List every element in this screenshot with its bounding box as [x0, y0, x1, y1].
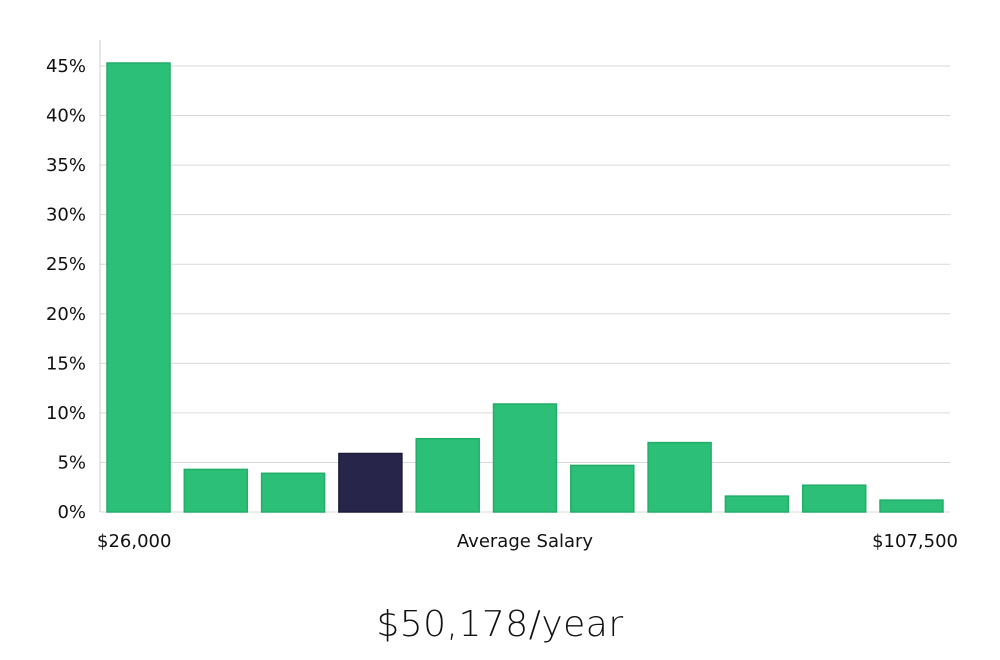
- bar-highlighted: [338, 452, 403, 513]
- bar: [183, 468, 249, 513]
- y-tick-label: 20%: [46, 304, 86, 325]
- bar: [879, 499, 944, 513]
- bar: [106, 62, 171, 513]
- x-center-label: Average Salary: [457, 531, 594, 552]
- average-salary-value: $50,178/year: [376, 604, 624, 645]
- y-tick-label: 15%: [46, 353, 86, 374]
- x-min-label: $26,000: [97, 531, 171, 552]
- bars: [106, 62, 944, 513]
- y-tick-label: 0%: [57, 502, 86, 523]
- bar: [260, 472, 326, 513]
- bar: [724, 495, 790, 513]
- y-tick-label: 30%: [46, 205, 86, 226]
- y-tick-label: 10%: [46, 403, 86, 424]
- y-tick-label: 25%: [46, 254, 86, 275]
- gridlines: [100, 65, 950, 513]
- bar: [415, 437, 480, 513]
- bar: [801, 484, 867, 513]
- bar: [492, 403, 558, 513]
- x-max-label: $107,500: [872, 531, 958, 552]
- salary-histogram: 0% 5% 10% 15% 20% 25% 30% 35% 40% 45% $26,000 Ave…: [46, 40, 958, 552]
- bar: [570, 464, 635, 513]
- y-tick-label: 5%: [57, 452, 86, 473]
- y-axis-ticks: 0% 5% 10% 15% 20% 25% 30% 35% 40% 45%: [46, 56, 86, 523]
- y-tick-label: 35%: [46, 155, 86, 176]
- y-tick-label: 40%: [46, 106, 86, 127]
- y-tick-label: 45%: [46, 56, 86, 77]
- bar: [647, 441, 712, 513]
